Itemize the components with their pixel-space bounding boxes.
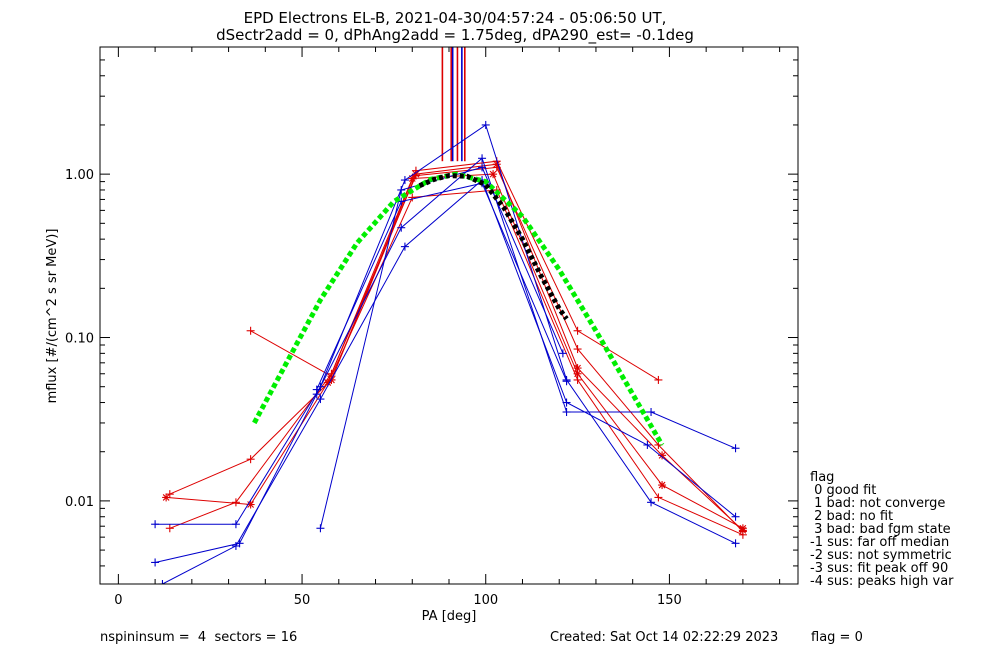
series-line	[169, 166, 744, 532]
data-point	[573, 326, 582, 335]
data-point	[246, 455, 255, 464]
axis-layer	[99, 46, 799, 585]
data-point	[165, 490, 174, 499]
data-point	[158, 580, 167, 584]
data-point	[647, 408, 656, 417]
data-point	[731, 512, 740, 521]
legend-item: -1 sus: far off median	[810, 535, 949, 550]
series-line	[316, 182, 568, 390]
data-point	[658, 451, 667, 460]
legend-item: -4 sus: peaks high var	[810, 574, 954, 589]
series-line	[155, 124, 736, 544]
data-point	[231, 520, 240, 529]
data-point	[397, 223, 406, 232]
data-point	[654, 375, 663, 384]
data-point	[246, 326, 255, 335]
data-point	[400, 242, 409, 251]
data-point	[562, 408, 571, 417]
y-tick-label: 0.10	[65, 332, 94, 347]
data-point	[231, 541, 240, 550]
series-line	[166, 173, 744, 529]
y-axis-label: mflux [#/(cm^2 s sr MeV)]	[45, 229, 60, 404]
chart-title-line1: EPD Electrons EL-B, 2021-04-30/04:57:24 …	[244, 9, 667, 27]
series-line	[154, 157, 736, 563]
data-point	[643, 440, 652, 449]
flag-legend: flag 0 good fit 1 bad: not converge 2 ba…	[810, 470, 954, 589]
data-point	[573, 345, 582, 354]
y-tick-label: 0.01	[65, 495, 94, 510]
plot-area	[151, 47, 747, 584]
data-point	[151, 520, 160, 529]
footer-created-timestamp: Created: Sat Oct 14 02:22:29 2023	[550, 630, 778, 645]
legend-item: 3 bad: bad fgm state	[810, 522, 951, 537]
series-line	[250, 189, 744, 536]
data-point	[151, 558, 160, 567]
data-point	[162, 493, 171, 502]
data-point	[573, 375, 582, 384]
x-axis-label: PA [deg]	[422, 609, 477, 624]
data-point	[478, 163, 487, 172]
footer-flag: flag = 0	[811, 630, 863, 645]
legend-item: 2 bad: no fit	[810, 509, 893, 524]
data-point	[316, 524, 325, 533]
legend-item: 1 bad: not converge	[810, 496, 945, 511]
x-tick-label: 150	[657, 593, 682, 608]
series-line	[169, 160, 659, 495]
data-point	[165, 524, 174, 533]
y-tick-label: 1.00	[65, 168, 94, 183]
x-tick-label: 100	[473, 593, 498, 608]
plot-frame	[99, 46, 799, 585]
tick-label-layer: 0 50 100 150 0.01 0.10 1.00	[65, 168, 682, 608]
series-line	[418, 173, 569, 321]
data-point	[558, 349, 567, 358]
chart-title-line2: dSectr2add = 0, dPhAng2add = 1.75deg, dP…	[216, 26, 694, 45]
legend-title: flag	[810, 470, 834, 485]
data-point	[654, 493, 663, 502]
data-point	[478, 154, 487, 163]
legend-item: 0 good fit	[810, 483, 876, 498]
data-point	[312, 385, 321, 394]
legend-item: -3 sus: fit peak off 90	[810, 561, 948, 576]
x-tick-label: 0	[114, 593, 122, 608]
data-point	[562, 398, 571, 407]
data-point	[411, 170, 420, 179]
data-point	[397, 185, 406, 194]
data-point	[316, 395, 325, 404]
data-point	[738, 526, 747, 535]
legend-item: -2 sus: not symmetric	[810, 548, 952, 563]
data-point	[731, 539, 740, 548]
data-point	[408, 193, 417, 202]
x-tick-label: 50	[294, 593, 311, 608]
footer-nspin-info: nspininsum = 4 sectors = 16	[100, 630, 297, 645]
data-point	[481, 120, 490, 129]
data-point	[492, 160, 501, 169]
data-point	[489, 170, 498, 179]
data-point	[573, 364, 582, 373]
data-point	[400, 176, 409, 185]
data-point	[658, 481, 667, 490]
series-layer	[151, 47, 747, 584]
data-point	[731, 444, 740, 453]
series-line	[162, 179, 736, 584]
data-point	[562, 377, 571, 386]
data-point	[647, 498, 656, 507]
data-point	[231, 498, 240, 507]
